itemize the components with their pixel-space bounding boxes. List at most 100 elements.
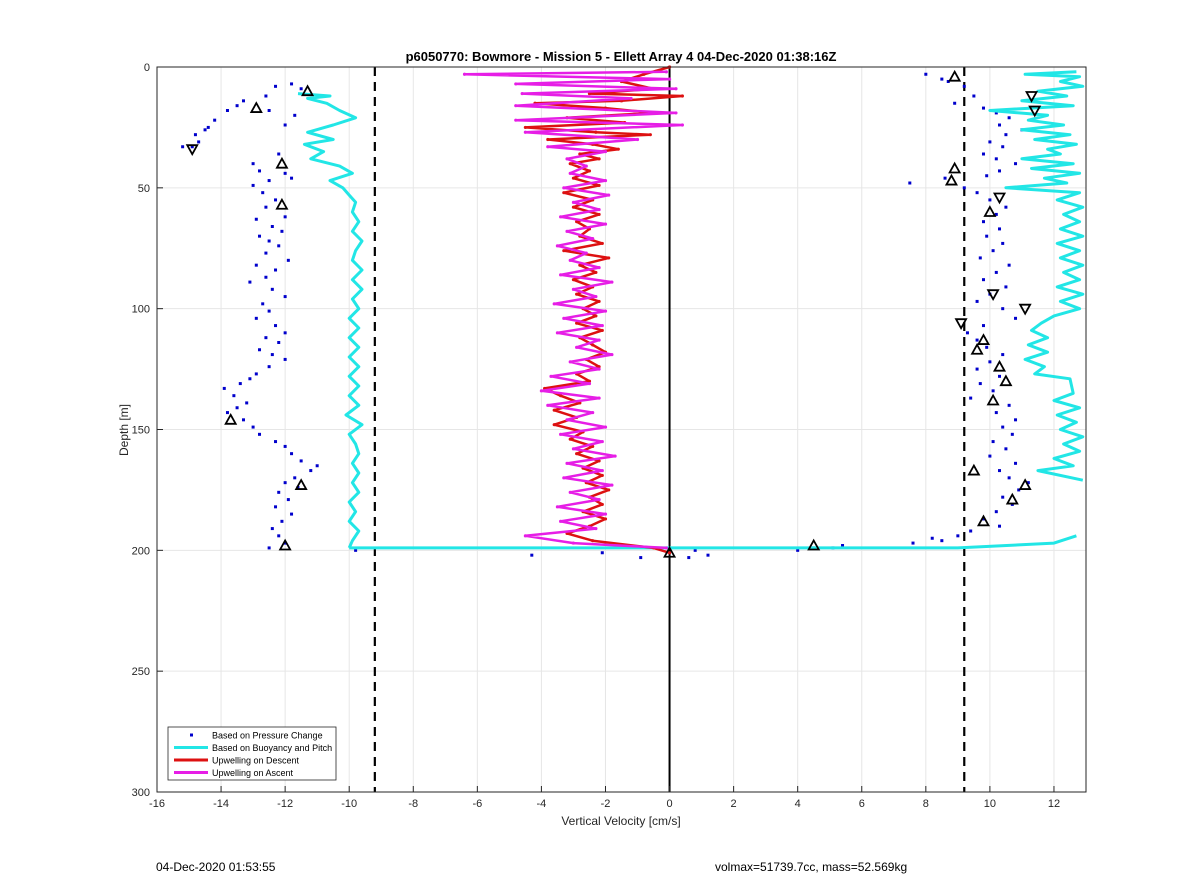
pressure-point xyxy=(962,84,966,88)
buoyancy-line xyxy=(988,70,1085,482)
upwelling-point xyxy=(597,459,601,463)
upwelling-point xyxy=(575,452,579,456)
upwelling-point xyxy=(562,476,566,480)
pressure-point xyxy=(998,374,1002,378)
pressure-point xyxy=(1001,241,1005,245)
pressure-point xyxy=(274,268,278,272)
triangle-up-marker xyxy=(986,393,1000,406)
triangle-up-marker xyxy=(948,69,962,82)
x-tick-label: 0 xyxy=(666,798,672,810)
upwelling-point xyxy=(603,222,608,226)
upwelling-point xyxy=(610,280,614,284)
pressure-point xyxy=(940,77,944,81)
upwelling-point xyxy=(578,152,582,156)
upwelling-point xyxy=(514,118,518,122)
pressure-point xyxy=(315,464,319,468)
pressure-point xyxy=(930,536,934,540)
y-tick-label: 50 xyxy=(138,183,150,195)
triangle-up-marker xyxy=(301,84,315,97)
pressure-point xyxy=(254,217,258,221)
y-tick-label: 250 xyxy=(132,666,150,678)
pressure-point xyxy=(241,99,245,103)
pressure-point xyxy=(264,251,268,255)
pressure-point xyxy=(286,498,290,502)
pressure-point xyxy=(251,162,255,166)
footer-summary: volmax=51739.7cc, mass=52.569kg xyxy=(715,860,908,874)
pressure-point xyxy=(235,406,239,410)
pressure-point xyxy=(264,94,268,98)
upwelling-point xyxy=(575,292,579,296)
pressure-point xyxy=(283,481,287,485)
upwelling-point xyxy=(552,408,556,412)
pressure-point xyxy=(975,338,979,342)
pressure-point xyxy=(924,72,928,76)
pressure-point xyxy=(981,152,985,156)
upwelling-point xyxy=(680,94,684,98)
y-tick-label: 200 xyxy=(132,545,150,557)
upwelling-point xyxy=(571,287,576,291)
pressure-point xyxy=(261,191,265,195)
upwelling-point xyxy=(568,171,572,175)
upwelling-point xyxy=(562,191,566,195)
pressure-point xyxy=(283,215,287,219)
upwelling-point xyxy=(607,488,611,492)
upwelling-point xyxy=(597,497,601,502)
pressure-point xyxy=(274,505,278,509)
pressure-point xyxy=(258,348,262,352)
pressure-point xyxy=(1004,447,1008,451)
upwelling-point xyxy=(462,72,467,76)
upwelling-point xyxy=(565,229,569,233)
upwelling-point xyxy=(629,96,633,101)
upwelling-point xyxy=(562,186,566,190)
triangle-up-marker xyxy=(992,359,1007,372)
x-tick-label: -2 xyxy=(601,798,611,810)
upwelling-point xyxy=(523,125,527,130)
upwelling-point xyxy=(667,551,672,555)
pressure-point xyxy=(940,539,944,543)
pressure-point xyxy=(991,249,995,253)
pressure-point xyxy=(975,191,979,195)
pressure-point xyxy=(994,111,998,115)
pressure-point xyxy=(975,367,979,371)
pressure-point xyxy=(283,357,287,361)
pressure-point xyxy=(943,176,947,180)
pressure-point xyxy=(270,287,274,291)
triangle-down-marker xyxy=(185,144,199,157)
legend: Based on Pressure Change Based on Buoyanc… xyxy=(167,726,337,781)
pressure-point xyxy=(953,101,957,105)
pressure-point xyxy=(908,181,912,185)
pressure-point xyxy=(998,169,1002,173)
upwelling-point xyxy=(584,164,588,168)
pressure-point xyxy=(998,227,1002,231)
upwelling-point xyxy=(559,273,563,277)
pressure-point xyxy=(213,118,217,122)
y-tick-label: 0 xyxy=(144,62,150,74)
triangle-down-marker xyxy=(1025,91,1039,103)
upwelling-point xyxy=(594,130,598,134)
pressure-point xyxy=(193,133,197,137)
upwelling-point xyxy=(571,278,576,282)
pressure-point xyxy=(981,220,985,224)
upwelling-point xyxy=(597,157,601,161)
pressure-point xyxy=(222,386,226,390)
pressure-point xyxy=(235,104,239,108)
upwelling-point xyxy=(514,104,518,108)
pressure-point xyxy=(1001,145,1005,149)
triangle-up-marker xyxy=(278,538,292,551)
upwelling-point xyxy=(565,461,569,465)
upwelling-point xyxy=(520,91,524,96)
upwelling-point xyxy=(603,517,608,521)
upwelling-point xyxy=(571,541,576,545)
pressure-point xyxy=(693,548,697,552)
series-layer xyxy=(181,65,1085,560)
x-tick-label: -12 xyxy=(277,798,293,810)
upwelling-point xyxy=(575,345,579,349)
upwelling-point xyxy=(591,539,595,543)
pressure-point xyxy=(981,278,985,282)
x-tick-label: 12 xyxy=(1048,798,1060,810)
x-tick-label: -10 xyxy=(341,798,357,810)
chart-title: p6050770: Bowmore - Mission 5 - Ellett A… xyxy=(406,49,837,64)
triangle-up-marker xyxy=(976,514,991,527)
triangle-up-marker xyxy=(294,478,308,490)
upwelling-point xyxy=(575,220,579,224)
